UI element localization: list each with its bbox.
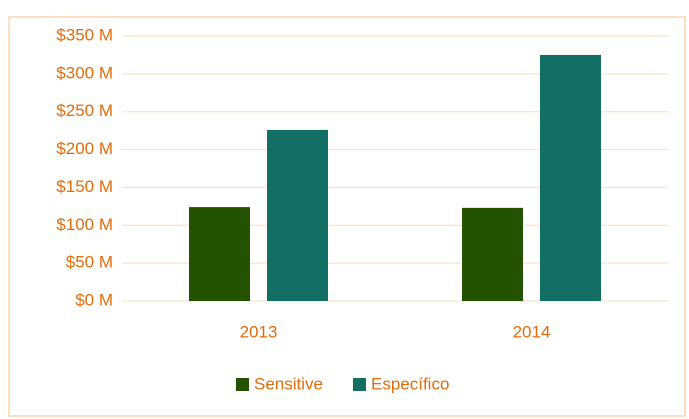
y-tick-label: $0 M <box>75 290 113 309</box>
y-tick-label: $200 M <box>56 139 113 158</box>
bar <box>540 54 601 301</box>
legend-label: Sensitive <box>254 374 323 393</box>
bar <box>189 207 250 301</box>
y-tick-label: $150 M <box>56 177 113 196</box>
bar <box>267 129 328 301</box>
x-tick-label: 2014 <box>513 322 551 341</box>
y-tick-label: $300 M <box>56 63 113 82</box>
bar <box>462 207 523 301</box>
y-tick-label: $250 M <box>56 101 113 120</box>
legend-label: Específico <box>371 374 449 393</box>
legend-swatch <box>352 378 366 391</box>
legend-swatch <box>236 378 249 391</box>
x-tick-label: 2013 <box>240 322 278 341</box>
y-tick-label: $350 M <box>56 25 113 44</box>
y-tick-label: $50 M <box>66 253 113 272</box>
y-tick-label: $100 M <box>56 215 113 234</box>
